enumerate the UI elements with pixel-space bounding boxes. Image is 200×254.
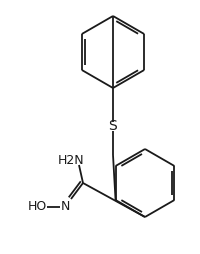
Text: N: N [60,200,69,214]
Text: HO: HO [27,200,46,214]
Text: S: S [108,119,117,133]
Text: H2N: H2N [57,154,84,167]
